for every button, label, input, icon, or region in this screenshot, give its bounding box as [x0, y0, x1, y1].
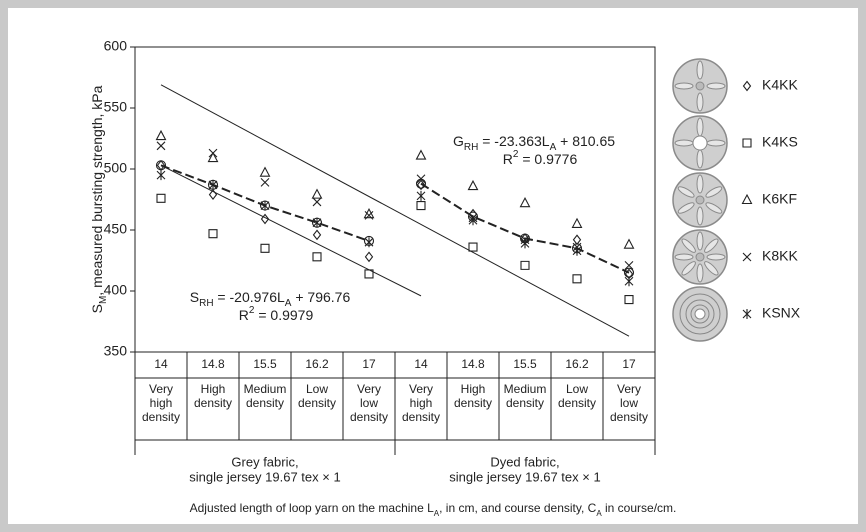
- category-note: high: [410, 396, 433, 410]
- text-part: + 796.76: [291, 289, 350, 305]
- category-note: density: [298, 396, 336, 410]
- footer-note: Adjusted length of loop yarn on the mach…: [190, 501, 677, 517]
- category-note: Very: [357, 382, 381, 396]
- y-tick-label: 400: [104, 282, 128, 298]
- category-note: density: [246, 396, 284, 410]
- legend-label: K8KK: [762, 248, 798, 264]
- page: {"chart_data": { "type": "scatter", "y_l…: [0, 0, 866, 532]
- group-label: Grey fabric,: [231, 454, 298, 469]
- text-part: in course/cm.: [602, 501, 677, 515]
- legend-icon-detail: [697, 118, 703, 136]
- x-tick-label: 14: [154, 357, 168, 371]
- category-note: Very: [617, 382, 641, 396]
- text-part: R: [239, 307, 249, 323]
- x-tick-label: 17: [362, 357, 376, 371]
- category-note: density: [610, 410, 648, 424]
- legend-icon-detail: [696, 82, 704, 90]
- category-note: Very: [409, 382, 433, 396]
- legend-icon-detail: [697, 232, 703, 250]
- chart: 350400450500550600SM, measured bursting …: [0, 0, 866, 532]
- legend-label: K4KK: [762, 77, 798, 93]
- category-note: High: [201, 382, 226, 396]
- subscript: M: [98, 296, 109, 304]
- category-note: Very: [149, 382, 173, 396]
- text-part: R: [503, 151, 513, 167]
- x-tick-label: 14: [414, 357, 428, 371]
- legend-icon-detail: [697, 93, 703, 111]
- y-tick-label: 500: [104, 160, 128, 176]
- legend-icon-detail: [697, 61, 703, 79]
- legend-icon-detail: [697, 150, 703, 168]
- category-note: density: [402, 410, 440, 424]
- legend-icon-detail: [675, 83, 693, 89]
- category-note: density: [142, 410, 180, 424]
- text-part: = 0.9979: [254, 307, 313, 323]
- legend-icon-detail: [696, 196, 704, 204]
- text-part: G: [453, 133, 464, 149]
- category-note: low: [360, 396, 378, 410]
- legend-icon-detail: [693, 136, 707, 150]
- category-note: Medium: [504, 382, 547, 396]
- y-tick-label: 600: [104, 38, 128, 54]
- category-note: density: [350, 410, 388, 424]
- x-tick-label: 14.8: [201, 357, 225, 371]
- legend-icon-detail: [675, 140, 693, 146]
- legend-icon-detail: [675, 254, 693, 260]
- y-tick-label: 450: [104, 221, 128, 237]
- legend-icon-detail: [697, 175, 703, 193]
- x-tick-label: 15.5: [513, 357, 537, 371]
- legend-icon-detail: [707, 140, 725, 146]
- subscript: RH: [199, 298, 213, 309]
- category-note: Medium: [244, 382, 287, 396]
- x-tick-label: 16.2: [305, 357, 329, 371]
- category-note: density: [558, 396, 596, 410]
- legend-label: K6KF: [762, 191, 797, 207]
- category-note: high: [150, 396, 173, 410]
- category-note: density: [194, 396, 232, 410]
- legend-icon-detail: [697, 264, 703, 282]
- legend-label: K4KS: [762, 134, 798, 150]
- group-label: single jersey 19.67 tex × 1: [189, 469, 340, 484]
- legend-icon-detail: [707, 254, 725, 260]
- legend-label: KSNX: [762, 305, 801, 321]
- category-note: Low: [566, 382, 588, 396]
- group-label: Dyed fabric,: [490, 454, 559, 469]
- subscript: RH: [464, 142, 478, 153]
- category-note: density: [454, 396, 492, 410]
- legend-icon-detail: [707, 83, 725, 89]
- y-tick-label: 350: [104, 343, 128, 359]
- legend-icon-detail: [696, 253, 704, 261]
- category-note: low: [620, 396, 638, 410]
- legend-icons: [673, 59, 727, 341]
- category-note: density: [506, 396, 544, 410]
- x-tick-label: 17: [622, 357, 636, 371]
- text-part: = 0.9776: [518, 151, 577, 167]
- x-tick-label: 16.2: [565, 357, 589, 371]
- x-tick-label: 15.5: [253, 357, 277, 371]
- group-label: single jersey 19.67 tex × 1: [449, 469, 600, 484]
- text-part: , in cm, and course density, C: [439, 501, 597, 515]
- text-part: Adjusted length of loop yarn on the mach…: [190, 501, 434, 515]
- text-part: = -20.976L: [214, 289, 285, 305]
- text-part: S: [89, 304, 105, 313]
- x-tick-label: 14.8: [461, 357, 485, 371]
- legend-icon-detail: [697, 207, 703, 225]
- text-part: S: [190, 289, 199, 305]
- text-part: = -23.363L: [478, 133, 549, 149]
- y-tick-label: 550: [104, 99, 128, 115]
- legend-icon-detail: [695, 309, 705, 319]
- category-note: Low: [306, 382, 328, 396]
- text-part: + 810.65: [556, 133, 615, 149]
- text-part: , measured bursting strength, kPa: [89, 85, 105, 295]
- category-note: High: [461, 382, 486, 396]
